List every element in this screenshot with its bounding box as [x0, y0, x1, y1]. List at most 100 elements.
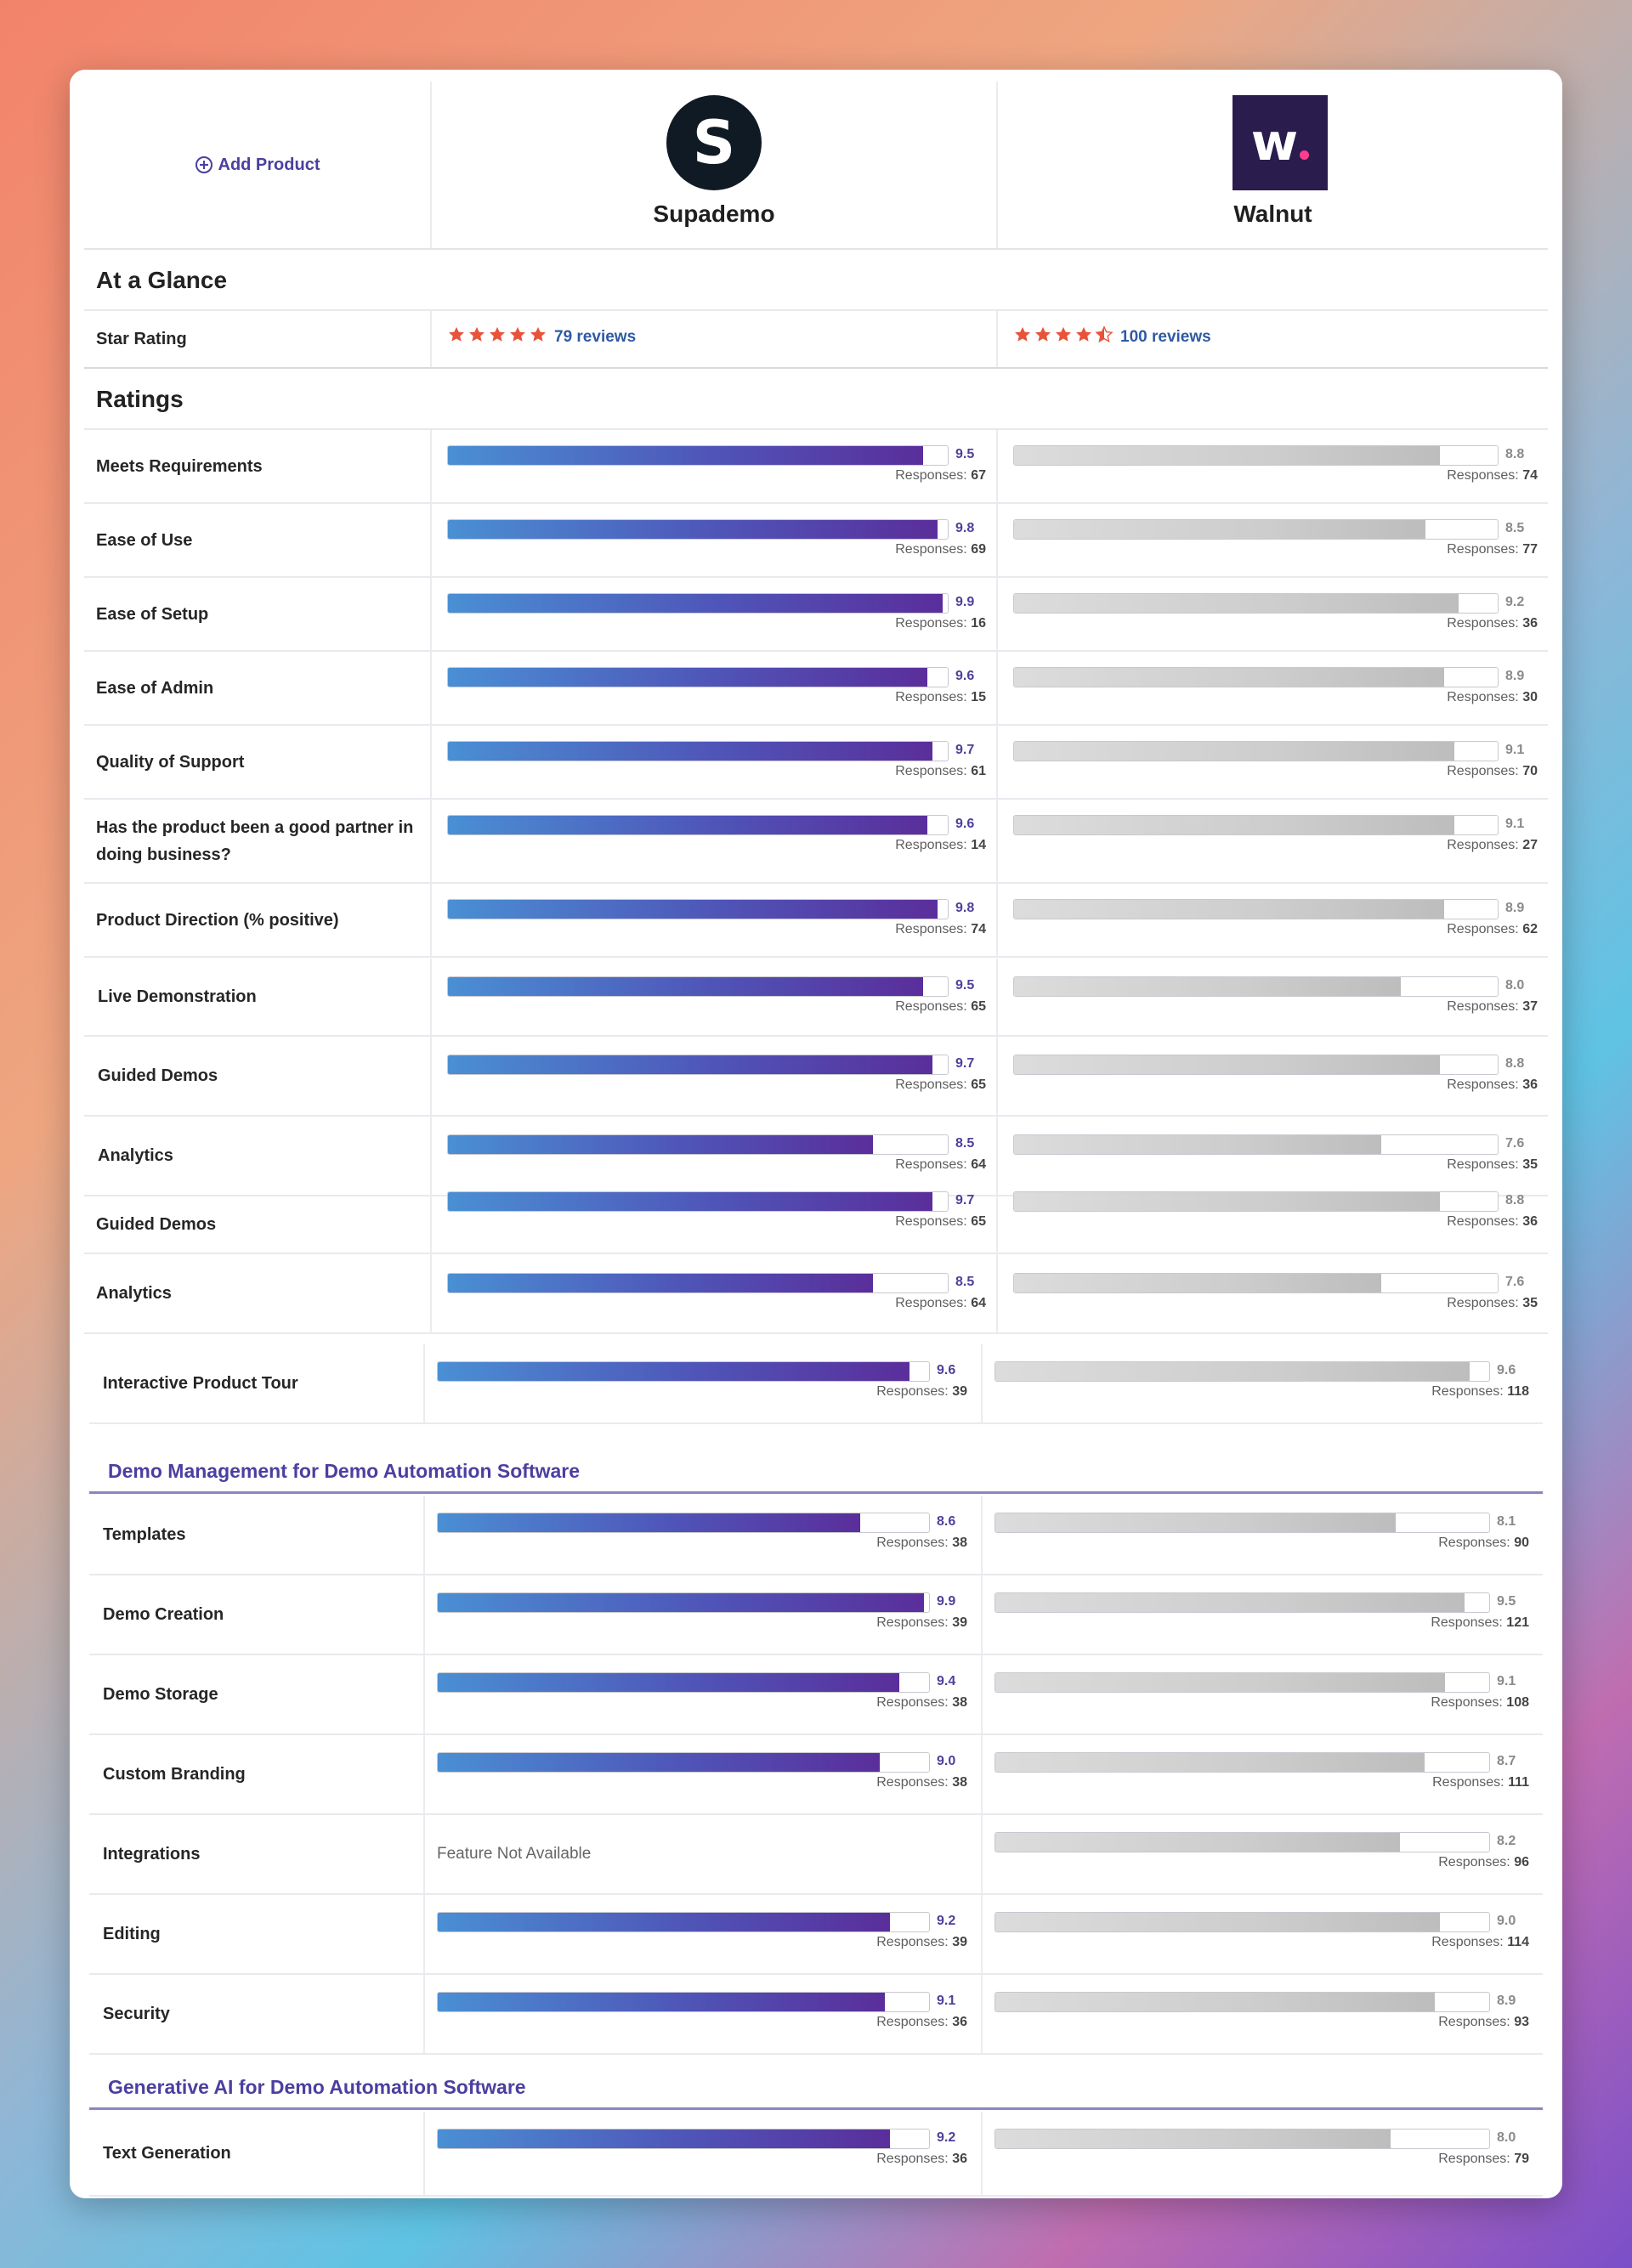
- walnut-logo[interactable]: w: [1232, 95, 1328, 190]
- responses-value: 14: [971, 838, 986, 852]
- score-value: 8.8: [1505, 1193, 1525, 1208]
- rating-label: Interactive Product Tour: [89, 1344, 425, 1422]
- score-bar-b: [1013, 593, 1499, 614]
- responses-count: Responses: 118: [1431, 1384, 1529, 1400]
- score-bar-b: [994, 1672, 1490, 1693]
- responses-value: 118: [1507, 1384, 1529, 1399]
- score-value: 8.7: [1497, 1754, 1516, 1768]
- rating-row: Analytics 8.5 Responses: 64 7.6 Responses: 3…: [84, 1117, 1548, 1196]
- rating-cell-walnut: 8.8 Responses: 36: [998, 1191, 1548, 1253]
- responses-value: 96: [1514, 1855, 1529, 1869]
- score-bar-fill: [1014, 1274, 1382, 1292]
- rating-label: Ease of Use: [84, 504, 432, 576]
- score-bar-b: [994, 1361, 1490, 1382]
- rating-cell-walnut: 7.6 Responses: 35: [998, 1117, 1548, 1195]
- score-bar-b: [994, 1752, 1490, 1773]
- responses-value: 77: [1522, 542, 1538, 557]
- score-bar-fill: [438, 1593, 925, 1612]
- rating-cell-supademo: 8.6 Responses: 38: [425, 1496, 983, 1574]
- rating-label: Quality of Support: [84, 726, 432, 798]
- generative-ai-heading: Generative AI for Demo Automation Softwa…: [89, 2064, 1543, 2110]
- responses-count: Responses: 27: [1447, 838, 1538, 853]
- responses-value: 38: [952, 1775, 967, 1790]
- supademo-logo[interactable]: S: [666, 95, 762, 190]
- responses-count: Responses: 64: [895, 1157, 986, 1173]
- score-value: 9.1: [937, 1994, 956, 2008]
- score-value: 9.6: [1497, 1363, 1516, 1377]
- rating-label: Integrations: [89, 1815, 425, 1893]
- rating-cell-supademo: 9.8 Responses: 69: [432, 504, 998, 576]
- score-bar-fill: [448, 1135, 873, 1154]
- score-value: 9.6: [937, 1363, 956, 1377]
- score-bar-b: [1013, 815, 1499, 835]
- rating-label: Custom Branding: [89, 1735, 425, 1813]
- star-icon: [530, 326, 546, 342]
- star-icon: [449, 326, 464, 342]
- responses-count: Responses: 64: [895, 1296, 986, 1311]
- responses-label: Responses:: [895, 1077, 967, 1092]
- responses-value: 38: [952, 1695, 967, 1710]
- score-bar-fill: [448, 1055, 933, 1074]
- score-bar-a: [447, 1191, 949, 1212]
- responses-label: Responses:: [1438, 1855, 1510, 1869]
- reviews-link-supademo[interactable]: 79 reviews: [554, 328, 637, 346]
- score-bar-b: [1013, 1134, 1499, 1155]
- rating-label: Demo Creation: [89, 1575, 425, 1654]
- responses-count: Responses: 79: [1438, 2152, 1529, 2167]
- reviews-link-walnut[interactable]: 100 reviews: [1120, 328, 1211, 346]
- responses-count: Responses: 74: [1447, 468, 1538, 484]
- rating-cell-supademo: 9.9 Responses: 16: [432, 578, 998, 650]
- score-bar-b: [994, 1592, 1490, 1613]
- responses-value: 39: [952, 1615, 967, 1630]
- product-name-walnut[interactable]: Walnut: [1233, 201, 1312, 227]
- responses-value: 36: [1522, 1077, 1538, 1092]
- score-bar-fill: [1014, 1135, 1382, 1154]
- score-value: 9.7: [955, 1193, 975, 1208]
- score-bar-a: [437, 1672, 930, 1693]
- rating-row: Ease of Setup 9.9 Responses: 16 9.2 Response…: [84, 578, 1548, 652]
- star-icon: [1035, 326, 1051, 342]
- responses-value: 93: [1514, 2015, 1529, 2029]
- responses-value: 114: [1507, 1935, 1529, 1949]
- score-bar-fill: [448, 900, 938, 919]
- rating-cell-supademo: 9.4 Responses: 38: [425, 1655, 983, 1734]
- score-value: 9.1: [1497, 1674, 1516, 1688]
- score-value: 8.0: [1497, 2130, 1516, 2145]
- responses-label: Responses:: [895, 1296, 967, 1310]
- rating-label: Demo Storage: [89, 1655, 425, 1734]
- responses-value: 69: [971, 542, 986, 557]
- responses-count: Responses: 77: [1447, 542, 1538, 557]
- score-bar-fill: [995, 1833, 1401, 1852]
- score-bar-b: [1013, 445, 1499, 466]
- responses-count: Responses: 65: [895, 999, 986, 1015]
- star-rating-supademo: 79 reviews: [432, 311, 998, 367]
- responses-label: Responses:: [876, 1615, 949, 1630]
- add-product-cell: Add Product: [84, 82, 432, 248]
- rating-row: Text Generation 9.2 Responses: 36 8.0 Respon…: [89, 2112, 1543, 2197]
- score-bar-a: [437, 1513, 930, 1533]
- rating-row: Demo Creation 9.9 Responses: 39 9.5 Response…: [89, 1575, 1543, 1655]
- score-bar-fill: [995, 1593, 1465, 1612]
- rating-row: Custom Branding 9.0 Responses: 38 8.7 Respon…: [89, 1735, 1543, 1815]
- score-value: 9.0: [1497, 1914, 1516, 1928]
- score-value: 9.6: [955, 817, 975, 831]
- score-bar-fill: [995, 1362, 1470, 1381]
- score-bar-fill: [1014, 900, 1445, 919]
- responses-label: Responses:: [1447, 922, 1519, 936]
- responses-label: Responses:: [1447, 764, 1519, 778]
- responses-count: Responses: 69: [895, 542, 986, 557]
- star-icon: [1015, 326, 1030, 342]
- score-bar-fill: [448, 742, 933, 761]
- rating-cell-walnut: 8.8 Responses: 36: [998, 1037, 1548, 1115]
- score-bar-fill: [1014, 816, 1454, 834]
- responses-count: Responses: 38: [876, 1536, 967, 1551]
- rating-row: Live Demonstration 9.5 Responses: 65 8.0 Res…: [84, 959, 1548, 1037]
- rating-cell-walnut: 8.0 Responses: 79: [983, 2112, 1543, 2195]
- score-bar-b: [1013, 741, 1499, 761]
- rating-row: Integrations Feature Not Available 8.2 Resp…: [89, 1815, 1543, 1895]
- product-name-supademo[interactable]: Supademo: [653, 201, 775, 227]
- responses-label: Responses:: [876, 1536, 949, 1550]
- rating-cell-supademo: 9.7 Responses: 61: [432, 726, 998, 798]
- product-header: Add Product S Supademo w Walnut: [84, 82, 1548, 250]
- add-product-button[interactable]: Add Product: [195, 156, 320, 175]
